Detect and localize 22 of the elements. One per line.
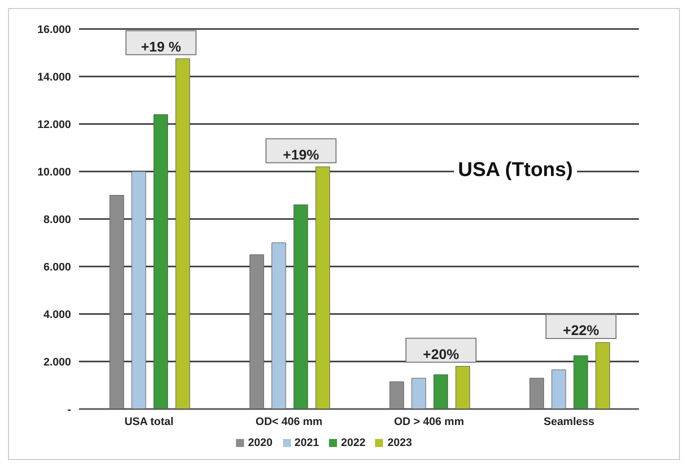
x-tick-label: OD< 406 mm <box>256 416 323 428</box>
legend-label: 2023 <box>387 437 412 449</box>
x-tick-label: OD > 406 mm <box>394 416 464 428</box>
y-tick-label: 12.000 <box>37 118 71 131</box>
annotation: +19% <box>282 146 320 162</box>
legend-label: 2022 <box>341 437 366 449</box>
y-tick-label: 6.000 <box>43 261 71 274</box>
x-tick-label: USA total <box>124 416 174 428</box>
annotation: +19 % <box>140 38 182 54</box>
y-tick-label: 2.000 <box>43 356 71 368</box>
y-tick-label: 4.000 <box>43 308 71 321</box>
text: USA (Ttons) <box>454 159 577 182</box>
y-tick-label: 14.000 <box>37 71 71 84</box>
annotation: +20% <box>422 346 460 362</box>
legend-label: 2021 <box>294 437 319 449</box>
y-tick-label: - <box>67 404 72 416</box>
y-tick-label: 16.000 <box>37 24 71 36</box>
annotation: +22% <box>562 322 600 338</box>
y-tick-label: 8.000 <box>43 214 71 226</box>
legend-label: 2020 <box>248 437 273 449</box>
y-tick-label: 10.000 <box>37 166 71 178</box>
x-tick-label: Seamless <box>544 416 594 428</box>
